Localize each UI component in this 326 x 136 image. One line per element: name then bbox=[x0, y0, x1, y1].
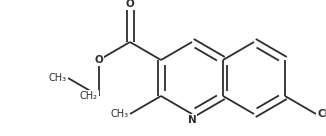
Text: CH₃: CH₃ bbox=[111, 109, 129, 119]
Text: CH₂: CH₂ bbox=[80, 91, 98, 101]
Text: O: O bbox=[95, 55, 103, 65]
Text: O: O bbox=[126, 0, 134, 9]
Text: Cl: Cl bbox=[317, 109, 326, 119]
Text: N: N bbox=[188, 115, 196, 125]
Text: CH₃: CH₃ bbox=[49, 73, 67, 83]
